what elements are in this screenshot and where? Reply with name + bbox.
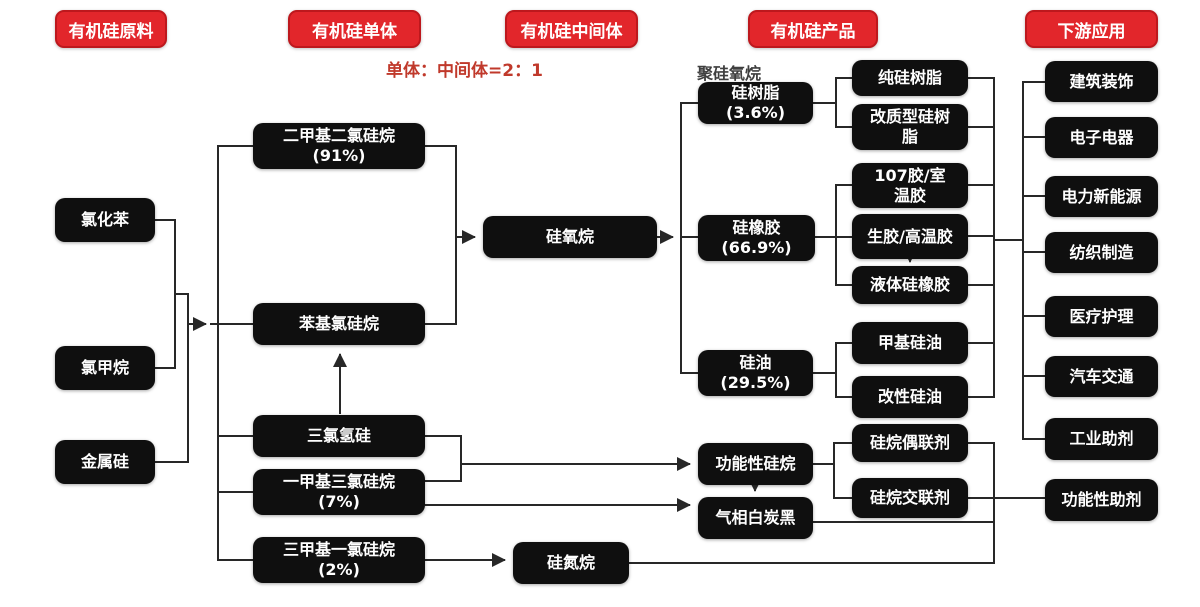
- node-label: 电子电器: [1069, 127, 1134, 147]
- node-label: 气相白炭黑: [715, 508, 796, 527]
- node-share: (2%): [318, 560, 360, 579]
- header-intermediates: 有机硅中间体: [505, 10, 638, 48]
- node-silicon-metal: 金属硅: [55, 440, 155, 484]
- node-107-rtv-glue: 107胶/室温胶: [852, 163, 968, 208]
- node-label: 医疗护理: [1069, 306, 1134, 326]
- node-label: 氯甲烷: [80, 358, 129, 377]
- node-label: 改性硅油: [877, 387, 942, 406]
- node-label: 硅氮烷: [546, 553, 595, 572]
- node-raw-htv-glue: 生胶/高温胶: [852, 214, 968, 259]
- header-label: 有机硅产品: [770, 21, 856, 42]
- node-silicone-resin: 硅树脂 (3.6%): [698, 82, 813, 124]
- header-monomers: 有机硅单体: [288, 10, 421, 48]
- node-dimethyldichlorosilane: 二甲基二氯硅烷 (91%): [253, 123, 425, 169]
- node-label: 氯化苯: [80, 210, 129, 229]
- node-label: 硅烷交联剂: [869, 488, 950, 507]
- node-silicone-rubber: 硅橡胶 (66.9%): [698, 215, 815, 261]
- node-fumed-silica: 气相白炭黑: [698, 497, 813, 539]
- node-functional-silane: 功能性硅烷: [698, 443, 813, 485]
- header-label: 有机硅中间体: [520, 21, 623, 42]
- node-app-industrial-additives: 工业助剂: [1045, 418, 1158, 460]
- node-chloromethane: 氯甲烷: [55, 346, 155, 390]
- node-chlorobenzene: 氯化苯: [55, 198, 155, 242]
- node-liquid-silicone-rubber: 液体硅橡胶: [852, 266, 968, 304]
- node-methyltrichlorosilane: 一甲基三氯硅烷 (7%): [253, 469, 425, 515]
- header-label: 下游应用: [1057, 21, 1126, 42]
- node-label: 工业助剂: [1069, 429, 1134, 448]
- node-modified-type-silicone-resin: 改质型硅树脂: [852, 104, 968, 150]
- node-share: (66.9%): [721, 238, 792, 257]
- node-share: (29.5%): [720, 373, 791, 392]
- node-silicone-oil: 硅油 (29.5%): [698, 350, 813, 396]
- node-label: 硅树脂: [731, 83, 780, 102]
- header-applications: 下游应用: [1025, 10, 1158, 48]
- polysiloxane-label: 聚硅氧烷: [697, 64, 762, 83]
- node-methyl-silicone-oil: 甲基硅油: [852, 322, 968, 364]
- node-silane-coupling-agent: 硅烷偶联剂: [852, 424, 968, 462]
- node-label: 建筑装饰: [1069, 71, 1134, 91]
- node-siloxane: 硅氧烷: [483, 216, 657, 258]
- node-app-textile: 纺织制造: [1045, 232, 1158, 273]
- header-label: 有机硅单体: [312, 21, 397, 42]
- node-label: 三氯氢硅: [306, 426, 371, 445]
- node-pure-silicone-resin: 纯硅树脂: [852, 60, 968, 96]
- node-app-medical: 医疗护理: [1045, 296, 1158, 337]
- node-silazane: 硅氮烷: [513, 542, 629, 584]
- node-trimethylchlorosilane: 三甲基一氯硅烷 (2%): [253, 537, 425, 583]
- node-app-construction: 建筑装饰: [1045, 61, 1158, 102]
- header-label: 有机硅原料: [68, 21, 154, 42]
- node-label: 功能性硅烷: [715, 454, 796, 473]
- node-label: 电力新能源: [1061, 186, 1142, 206]
- header-raw-materials: 有机硅原料: [55, 10, 167, 48]
- node-share: (91%): [312, 146, 366, 165]
- node-label: 甲基硅油: [877, 333, 942, 352]
- node-label: 纯硅树脂: [877, 68, 942, 87]
- node-app-electronics: 电子电器: [1045, 117, 1158, 158]
- node-label: 功能性助剂: [1061, 490, 1142, 509]
- node-label: 改质型硅树脂: [869, 107, 950, 146]
- node-label: 纺织制造: [1069, 242, 1134, 262]
- node-label: 三甲基一氯硅烷: [282, 540, 395, 559]
- node-label: 二甲基二氯硅烷: [282, 126, 395, 145]
- node-share: (3.6%): [726, 103, 785, 122]
- ratio-caption: 单体：中间体=2：1: [386, 61, 543, 81]
- node-label: 107胶/室温胶: [874, 165, 946, 205]
- node-share: (7%): [318, 492, 360, 511]
- node-trichlorosilane: 三氯氢硅: [253, 415, 425, 457]
- node-modified-silicone-oil: 改性硅油: [852, 376, 968, 418]
- node-label: 液体硅橡胶: [869, 275, 950, 294]
- node-label: 金属硅: [80, 452, 129, 471]
- node-label: 硅橡胶: [732, 218, 781, 237]
- node-label: 硅氧烷: [545, 227, 594, 246]
- node-label: 生胶/高温胶: [867, 226, 953, 246]
- node-phenylchlorosilane: 苯基氯硅烷: [253, 303, 425, 345]
- header-products: 有机硅产品: [748, 10, 878, 48]
- node-label: 汽车交通: [1069, 366, 1134, 386]
- node-app-automotive: 汽车交通: [1045, 356, 1158, 397]
- node-label: 一甲基三氯硅烷: [282, 472, 395, 491]
- node-app-power-new-energy: 电力新能源: [1045, 176, 1158, 217]
- node-functional-additives: 功能性助剂: [1045, 479, 1158, 521]
- node-label: 苯基氯硅烷: [298, 314, 379, 333]
- node-silane-crosslinking-agent: 硅烷交联剂: [852, 478, 968, 518]
- node-label: 硅烷偶联剂: [869, 433, 950, 452]
- node-label: 硅油: [739, 353, 772, 372]
